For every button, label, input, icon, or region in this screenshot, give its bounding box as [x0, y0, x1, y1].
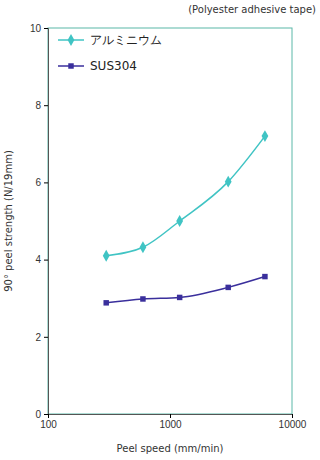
- y-tick-label: 10: [30, 23, 42, 34]
- x-tick-label: 10000: [279, 419, 307, 430]
- x-axis-title: Peel speed (mm/min): [117, 443, 224, 454]
- y-axis: 0 2 4 6 8 10: [30, 23, 49, 420]
- y-tick: 2: [35, 332, 48, 343]
- marker: [177, 295, 182, 300]
- legend-label: アルミニウム: [90, 33, 162, 47]
- legend-marker: [68, 63, 73, 68]
- legend: アルミニウム SUS304: [58, 33, 162, 73]
- marker: [140, 241, 147, 253]
- y-tick: 0: [35, 409, 48, 420]
- plot-frame: [48, 28, 292, 414]
- y-tick-label: 2: [35, 332, 41, 343]
- x-axis: 100 1000 10000: [40, 414, 307, 430]
- x-tick: 1000: [159, 414, 182, 430]
- marker: [225, 176, 232, 188]
- y-tick: 6: [35, 177, 48, 188]
- y-tick-label: 4: [35, 254, 41, 265]
- marker: [176, 215, 183, 227]
- legend-item: SUS304: [58, 59, 137, 73]
- series-line: [106, 136, 265, 256]
- legend-marker: [68, 34, 75, 46]
- y-tick-mark: [44, 337, 48, 338]
- marker: [225, 285, 230, 290]
- marker: [262, 130, 269, 142]
- series-line: [106, 277, 265, 303]
- y-tick-mark: [44, 105, 48, 106]
- x-tick-label: 100: [40, 419, 57, 430]
- marker: [140, 296, 145, 301]
- marker: [103, 300, 108, 305]
- y-tick: 4: [35, 254, 48, 265]
- title: (Polyester adhesive tape): [188, 4, 316, 15]
- legend-label: SUS304: [90, 59, 137, 73]
- marker: [103, 250, 110, 262]
- y-tick-mark: [44, 414, 48, 415]
- x-tick: 10000: [279, 414, 307, 430]
- y-axis-line: [44, 29, 49, 415]
- y-tick-mark: [44, 260, 48, 261]
- y-axis-title: 90° peel strength (N/19mm): [3, 150, 14, 292]
- x-tick-mark: [292, 414, 293, 418]
- plot: 0 2 4 6 8 10 100 1000 10000 アルミニウム SUS304: [30, 23, 307, 430]
- y-tick-label: 0: [35, 409, 41, 420]
- legend-item: アルミニウム: [58, 33, 162, 47]
- x-tick: 100: [40, 414, 57, 430]
- chart: (Polyester adhesive tape)024681010010001…: [0, 0, 320, 460]
- y-tick-mark: [44, 28, 48, 29]
- x-tick-label: 1000: [159, 419, 182, 430]
- x-tick-mark: [170, 414, 171, 418]
- y-tick-label: 6: [35, 177, 41, 188]
- marker: [262, 274, 267, 279]
- y-tick: 10: [30, 23, 48, 34]
- y-tick-mark: [44, 182, 48, 183]
- x-tick-mark: [48, 414, 49, 418]
- y-tick: 8: [35, 100, 48, 111]
- data-area: [103, 130, 269, 305]
- y-tick-label: 8: [35, 100, 41, 111]
- x-axis-line: [49, 415, 293, 419]
